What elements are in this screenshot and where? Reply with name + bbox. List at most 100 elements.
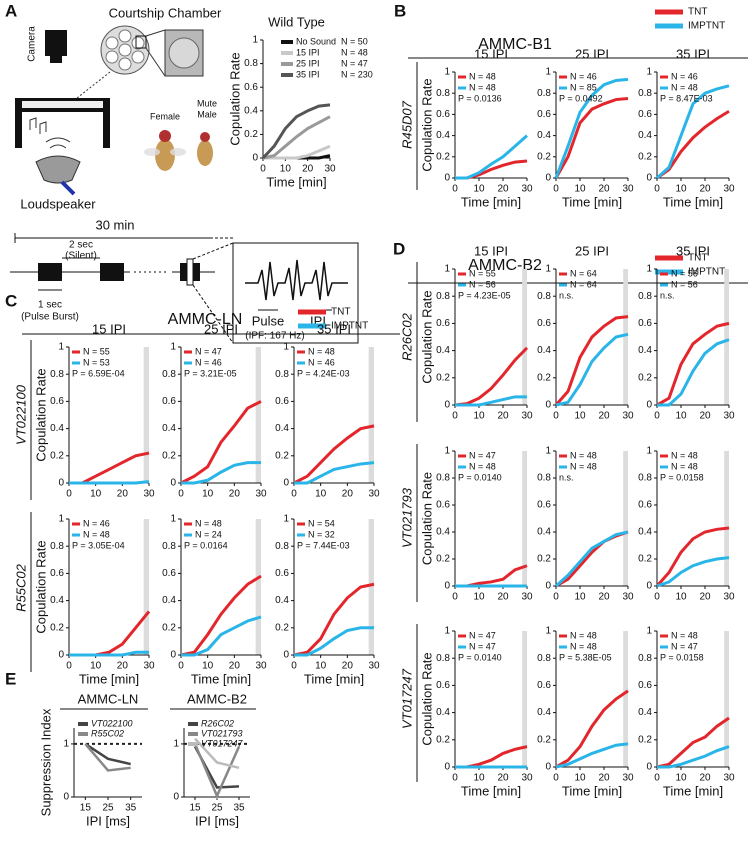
x-tick-label: 20 bbox=[699, 773, 711, 784]
y-tick-label: 0.4 bbox=[436, 345, 450, 356]
y-tick-label: 0.4 bbox=[275, 595, 289, 606]
chamber-well bbox=[105, 50, 119, 64]
y-tick-label: 0 bbox=[545, 581, 551, 592]
legend-label: N = 48 bbox=[671, 630, 698, 640]
chamber-label: Courtship Chamber bbox=[109, 5, 222, 20]
y-tick-label: 0 bbox=[444, 581, 450, 592]
x-axis-label: Time [min] bbox=[304, 671, 364, 686]
legend-label: N = 32 bbox=[308, 529, 335, 539]
x-tick-label: 30 bbox=[521, 184, 533, 195]
x-tick-label: 20 bbox=[598, 592, 610, 603]
legend-label: N = 48 bbox=[570, 450, 597, 460]
y-tick-label: 0.4 bbox=[638, 527, 652, 538]
x-tick-label: 15 bbox=[189, 803, 201, 814]
highlight bbox=[522, 451, 527, 586]
y-tick-label: 0.2 bbox=[275, 622, 289, 633]
y-tick-label: 1 bbox=[444, 626, 450, 637]
legend-count: N = 47 bbox=[341, 58, 368, 68]
legend-label: N = 48 bbox=[83, 529, 110, 539]
x-tick-label: 30 bbox=[622, 773, 634, 784]
legend-label: N = 46 bbox=[83, 518, 110, 528]
x-tick-label: 10 bbox=[675, 411, 687, 422]
y-tick-label: 0.4 bbox=[638, 345, 652, 356]
data-line bbox=[69, 610, 151, 657]
setup-diagram bbox=[10, 25, 359, 344]
highlight bbox=[143, 347, 149, 483]
data-line bbox=[656, 716, 730, 769]
y-tick-label: 0.4 bbox=[537, 707, 551, 718]
y-tick-label: 0.4 bbox=[537, 527, 551, 538]
y-tick-label: 0 bbox=[646, 400, 652, 411]
silent-label: (Silent) bbox=[65, 251, 97, 262]
x-tick-label: 0 bbox=[66, 489, 72, 500]
data-line bbox=[193, 743, 241, 800]
chart-title: 15 IPI bbox=[92, 321, 126, 336]
x-tick-label: 30 bbox=[723, 592, 735, 603]
loudspeaker-icon bbox=[35, 155, 81, 184]
y-axis-label: Copulation Rate bbox=[419, 472, 434, 565]
y-tick-label: 1 bbox=[283, 514, 289, 525]
y-tick-label: 0.8 bbox=[244, 58, 258, 69]
x-tick-label: 20 bbox=[497, 592, 509, 603]
y-tick-label: 0 bbox=[545, 762, 551, 773]
y-tick-label: 0.8 bbox=[537, 473, 551, 484]
x-tick-label: 25 bbox=[102, 803, 114, 814]
highlight bbox=[623, 631, 628, 767]
x-tick-label: 10 bbox=[675, 773, 687, 784]
x-tick-label: 10 bbox=[280, 164, 292, 175]
legend-label: N = 46 bbox=[308, 357, 335, 367]
chart-title: Wild Type bbox=[268, 14, 325, 29]
p-value: P = 0.0492 bbox=[559, 93, 603, 103]
legend-label: N = 46 bbox=[570, 71, 597, 81]
data-line bbox=[84, 742, 131, 766]
x-tick-label: 20 bbox=[342, 661, 354, 672]
x-axis-label: Time [min] bbox=[79, 671, 139, 686]
zoom-box bbox=[135, 35, 147, 49]
chamber-well bbox=[118, 29, 132, 43]
x-tick-label: 0 bbox=[553, 773, 559, 784]
y-tick-label: 0.6 bbox=[638, 109, 652, 120]
zoom-line bbox=[145, 47, 166, 77]
x-tick-label: 25 bbox=[211, 803, 223, 814]
camera-label: Camera bbox=[27, 26, 38, 62]
x-axis-label: Time [min] bbox=[663, 783, 723, 798]
music-notes bbox=[29, 117, 47, 134]
row-label: VT022100 bbox=[13, 384, 28, 445]
x-tick-label: 30 bbox=[255, 489, 267, 500]
legend-label: N = 24 bbox=[195, 529, 222, 539]
chart-title: AMMC-LN bbox=[78, 691, 139, 706]
data-line bbox=[657, 338, 730, 407]
x-tick-label: 0 bbox=[178, 661, 184, 672]
highlight bbox=[368, 519, 374, 655]
data-line bbox=[656, 84, 730, 180]
y-tick-label: 0.4 bbox=[162, 595, 176, 606]
pulse-label: Pulse bbox=[252, 313, 285, 328]
zoom-line bbox=[192, 242, 234, 260]
legend-label: N = 64 bbox=[570, 279, 597, 289]
highlight bbox=[724, 269, 729, 405]
pulse-inset bbox=[232, 242, 359, 344]
y-tick-label: 0.8 bbox=[537, 88, 551, 99]
x-tick-label: 10 bbox=[473, 184, 485, 195]
x-tick-label: 20 bbox=[598, 184, 610, 195]
data-line bbox=[294, 461, 375, 485]
chart-title: 35 IPI bbox=[317, 321, 351, 336]
row-label: VT021793 bbox=[399, 487, 414, 548]
legend-label: N = 47 bbox=[469, 641, 496, 651]
chamber-well bbox=[131, 50, 145, 64]
x-tick-label: 10 bbox=[675, 592, 687, 603]
y-tick-label: 0.6 bbox=[436, 318, 450, 329]
data-line bbox=[293, 424, 375, 485]
y-tick-label: 1 bbox=[646, 446, 652, 457]
speaker-cable bbox=[60, 180, 76, 196]
y-tick-label: 0 bbox=[545, 173, 551, 184]
loudspeaker-label: Loudspeaker bbox=[20, 196, 96, 211]
fly-female bbox=[155, 139, 175, 171]
p-value: P = 0.0164 bbox=[184, 540, 228, 550]
highlight bbox=[724, 451, 729, 586]
y-tick-label: 0.8 bbox=[638, 473, 652, 484]
legend-label: N = 56 bbox=[469, 279, 496, 289]
y-tick-label: 0.6 bbox=[275, 568, 289, 579]
y-tick-label: 0.2 bbox=[537, 734, 551, 745]
